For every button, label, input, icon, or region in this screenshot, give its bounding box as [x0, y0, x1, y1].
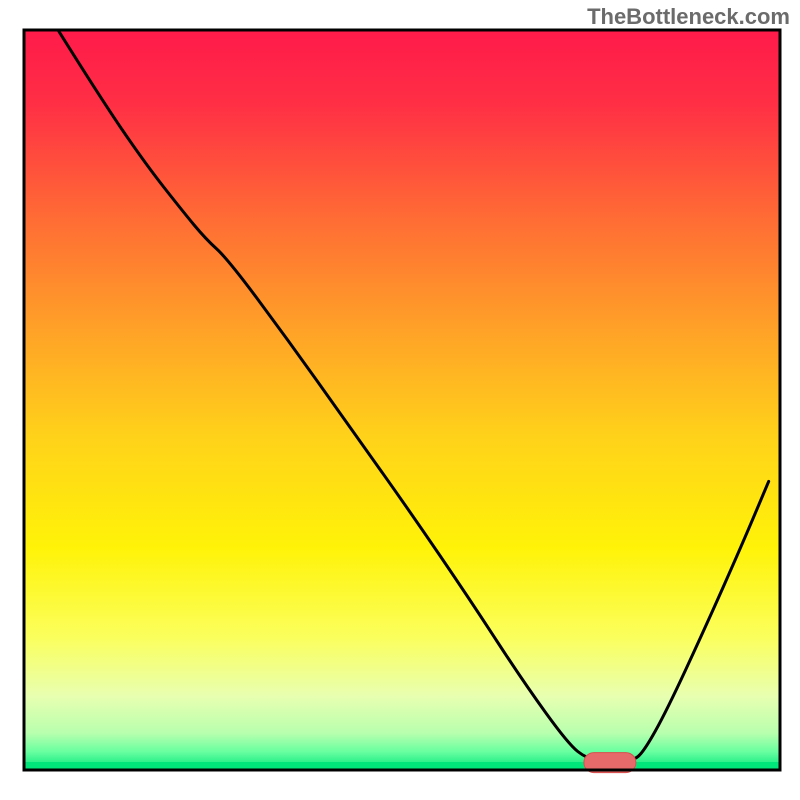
plot-area — [24, 30, 780, 773]
bottleneck-curve-chart — [0, 0, 800, 800]
watermark-text: TheBottleneck.com — [587, 4, 790, 30]
chart-container: TheBottleneck.com — [0, 0, 800, 800]
gradient-background — [24, 30, 780, 770]
